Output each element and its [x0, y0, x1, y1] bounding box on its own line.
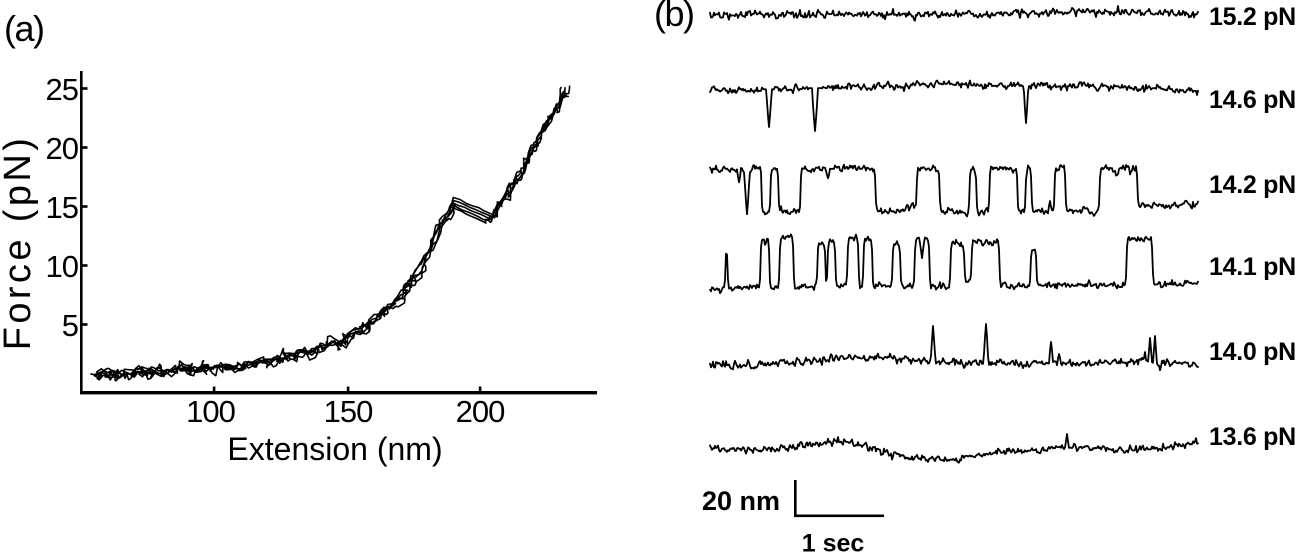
svg-text:5: 5: [62, 308, 78, 343]
svg-text:25: 25: [46, 72, 78, 107]
svg-text:14.1 pN: 14.1 pN: [1209, 253, 1296, 281]
svg-text:14.0 pN: 14.0 pN: [1209, 338, 1296, 366]
svg-text:100: 100: [186, 394, 235, 429]
svg-text:15.2 pN: 15.2 pN: [1209, 3, 1296, 31]
svg-text:Force (pN): Force (pN): [0, 135, 39, 351]
svg-text:10: 10: [46, 249, 79, 284]
svg-text:200: 200: [456, 394, 505, 429]
svg-text:150: 150: [324, 394, 373, 429]
svg-text:13.6 pN: 13.6 pN: [1209, 423, 1296, 451]
svg-text:Extension (nm): Extension (nm): [227, 431, 442, 467]
svg-text:(a): (a): [4, 8, 44, 49]
svg-text:(b): (b): [654, 0, 694, 34]
svg-text:20 nm: 20 nm: [702, 486, 780, 516]
svg-text:1 sec: 1 sec: [802, 530, 865, 554]
svg-text:20: 20: [46, 131, 79, 166]
svg-text:14.2 pN: 14.2 pN: [1209, 171, 1296, 199]
svg-text:15: 15: [46, 190, 78, 225]
svg-text:14.6 pN: 14.6 pN: [1209, 86, 1296, 114]
